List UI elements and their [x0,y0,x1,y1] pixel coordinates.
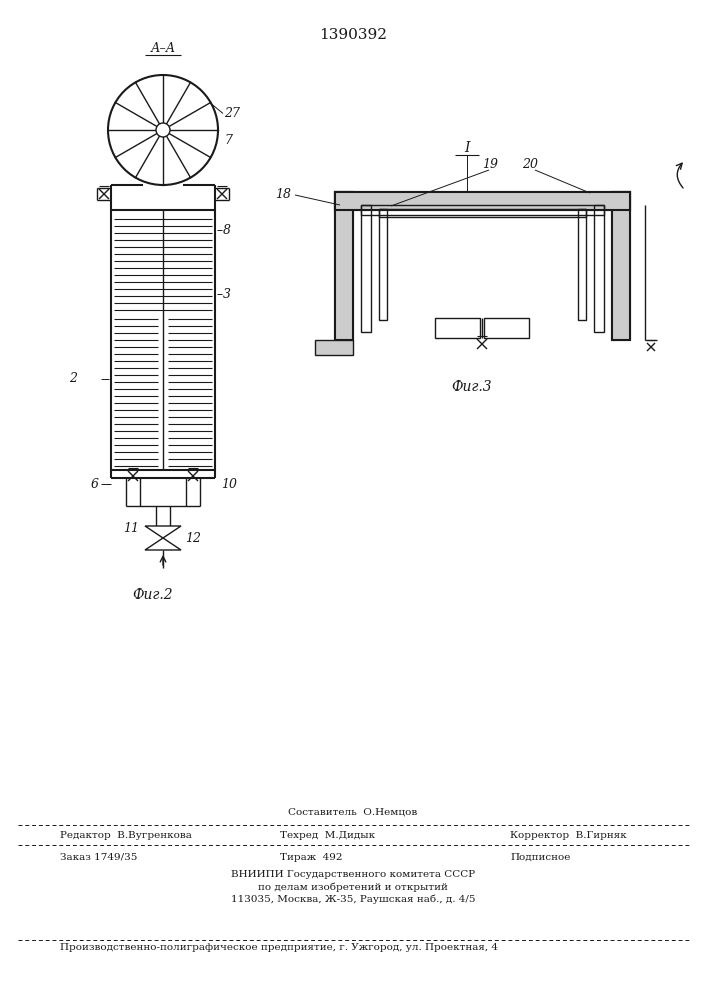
Bar [594,205,604,332]
Text: ВНИИПИ Государственного комитета СССР: ВНИИПИ Государственного комитета СССР [231,870,475,879]
Text: 6: 6 [91,478,99,490]
Bar [379,209,586,217]
Text: Заказ 1749/35: Заказ 1749/35 [60,852,137,861]
Bar [578,209,586,320]
Bar [612,192,630,340]
Bar [335,192,353,340]
Text: 19: 19 [482,158,498,172]
Bar [612,192,630,340]
Bar [435,318,480,338]
Text: 3: 3 [223,288,231,300]
Text: 27: 27 [224,107,240,120]
Bar [111,210,215,470]
Text: А–А: А–А [151,42,175,55]
Bar [315,340,353,355]
Text: Составитель  О.Немцов: Составитель О.Немцов [288,808,418,817]
Bar [361,205,604,215]
Text: 20: 20 [522,158,538,172]
Text: Тираж  492: Тираж 492 [280,852,342,861]
Text: по делам изобретений и открытий: по делам изобретений и открытий [258,882,448,892]
Circle shape [108,75,218,185]
Circle shape [156,123,170,137]
Bar [335,192,353,340]
Text: Подписное: Подписное [510,852,571,861]
Text: Корректор  В.Гирняк: Корректор В.Гирняк [510,830,626,840]
Text: Фиг.2: Фиг.2 [133,588,173,602]
Bar [484,318,529,338]
Text: I: I [464,141,469,155]
Text: 8: 8 [223,224,231,236]
Text: Производственно-полиграфическое предприятие, г. Ужгород, ул. Проектная, 4: Производственно-полиграфическое предприя… [60,944,498,952]
Bar [335,192,630,210]
Polygon shape [145,538,181,550]
Bar [335,192,630,210]
Text: 113035, Москва, Ж-35, Раушская наб., д. 4/5: 113035, Москва, Ж-35, Раушская наб., д. … [230,894,475,904]
Text: 1390392: 1390392 [319,28,387,42]
Text: Фиг.3: Фиг.3 [452,380,492,394]
Text: 10: 10 [221,478,237,490]
Text: 12: 12 [185,532,201,544]
Polygon shape [145,526,181,538]
Bar [361,205,371,332]
Text: 2: 2 [69,372,77,385]
Text: 7: 7 [224,134,232,147]
Bar [379,209,387,320]
Text: Редактор  В.Вугренкова: Редактор В.Вугренкова [60,830,192,840]
Text: 11: 11 [123,522,139,534]
Text: 18: 18 [275,188,291,202]
Text: Техред  М.Дидык: Техред М.Дидык [280,830,375,840]
